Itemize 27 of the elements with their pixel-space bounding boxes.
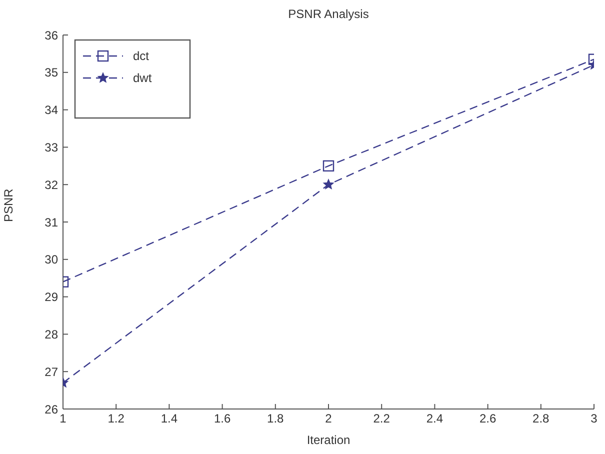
- y-tick-label: 36: [44, 28, 58, 42]
- chart-title: PSNR Analysis: [288, 7, 369, 21]
- y-tick-label: 29: [44, 290, 58, 304]
- x-tick-label: 3: [590, 412, 598, 426]
- x-tick-label: 2.8: [532, 412, 550, 426]
- x-tick-label: 1.4: [160, 412, 178, 426]
- y-tick-label: 33: [44, 140, 58, 154]
- y-axis-title: PSNR: [1, 188, 16, 222]
- x-tick-label: 1.2: [108, 412, 125, 426]
- x-tick-label: 2.6: [479, 412, 496, 426]
- legend-label: dct: [133, 49, 150, 63]
- x-tick-label: 2: [325, 412, 332, 426]
- x-tick-label: 1.8: [267, 412, 284, 426]
- x-tick-label: 2.2: [373, 412, 390, 426]
- y-tick-label: 31: [44, 215, 58, 230]
- x-axis-title: Iteration: [306, 433, 350, 447]
- y-tick-label: 28: [44, 327, 58, 342]
- x-tick-label: 2.4: [426, 412, 444, 426]
- y-tick-label: 32: [44, 178, 58, 192]
- y-tick-label: 26: [44, 402, 58, 416]
- x-tick-label: 1.6: [214, 412, 231, 426]
- y-tick-label: 34: [44, 103, 58, 118]
- y-tick-label: 30: [44, 252, 58, 267]
- legend-label: dwt: [133, 71, 152, 85]
- y-tick-label: 35: [44, 66, 58, 80]
- x-tick-label: 1: [60, 412, 67, 426]
- y-tick-label: 27: [44, 364, 58, 379]
